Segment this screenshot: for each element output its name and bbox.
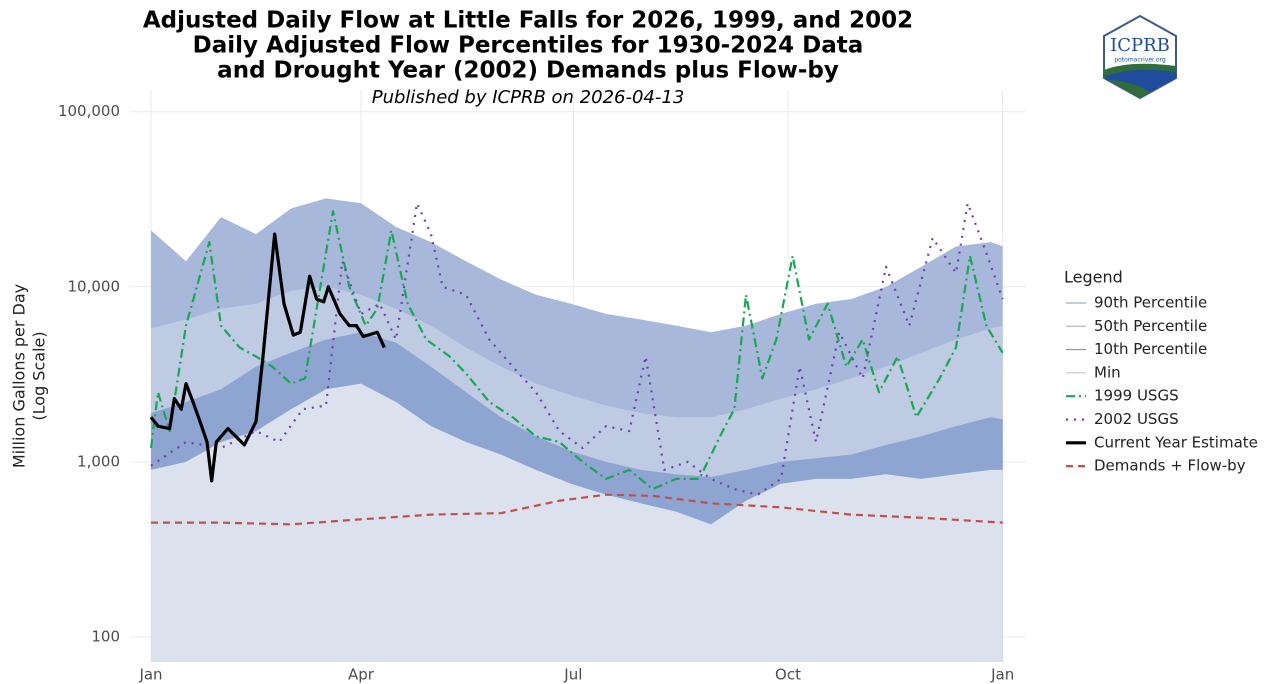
series-line xyxy=(149,210,1004,491)
chart-subtitle: Published by ICPRB on 2026-04-13 xyxy=(372,87,685,108)
percentile-area xyxy=(151,383,1003,662)
legend-label: Min xyxy=(1094,363,1121,381)
logo: ICPRB potomacriver.org xyxy=(1103,14,1177,100)
logo-river xyxy=(1106,69,1176,92)
chart-title: Adjusted Daily Flow at Little Falls for … xyxy=(143,8,913,34)
chart-title: Daily Adjusted Flow Percentiles for 1930… xyxy=(193,33,864,59)
chart-title: and Drought Year (2002) Demands plus Flo… xyxy=(217,58,839,84)
series-line xyxy=(149,232,386,483)
x-tick-label: Apr xyxy=(348,666,375,684)
series-line xyxy=(151,493,1003,526)
y-axis-title: Million Gallons per Day (Log Scale) xyxy=(10,284,49,468)
legend-title: Legend xyxy=(1064,268,1123,287)
logo-text: ICPRB xyxy=(1110,35,1170,56)
y-tick-label: 100 xyxy=(91,628,120,646)
legend-label: Demands + Flow-by xyxy=(1094,457,1246,475)
y-label: (Log Scale) xyxy=(30,331,49,420)
legend-label: 90th Percentile xyxy=(1094,294,1207,312)
legend-label: 1999 USGS xyxy=(1094,387,1179,405)
legend-label: Current Year Estimate xyxy=(1094,433,1258,451)
legend-label: 10th Percentile xyxy=(1094,340,1207,358)
x-tick-label: Jan xyxy=(990,666,1014,684)
x-tick-label: Jan xyxy=(138,666,162,684)
y-label: Million Gallons per Day xyxy=(10,284,29,468)
logo-url: potomacriver.org xyxy=(1114,57,1166,64)
y-tick-label: 1,000 xyxy=(77,452,120,470)
legend-label: 2002 USGS xyxy=(1094,410,1179,428)
x-tick-label: Oct xyxy=(775,666,801,684)
y-tick-label: 10,000 xyxy=(68,277,121,295)
series-line xyxy=(150,202,1004,496)
plot-area xyxy=(130,90,1026,662)
x-tick-label: Jul xyxy=(563,666,582,684)
y-tick-label: 100,000 xyxy=(58,102,120,120)
legend-label: 50th Percentile xyxy=(1094,317,1207,335)
